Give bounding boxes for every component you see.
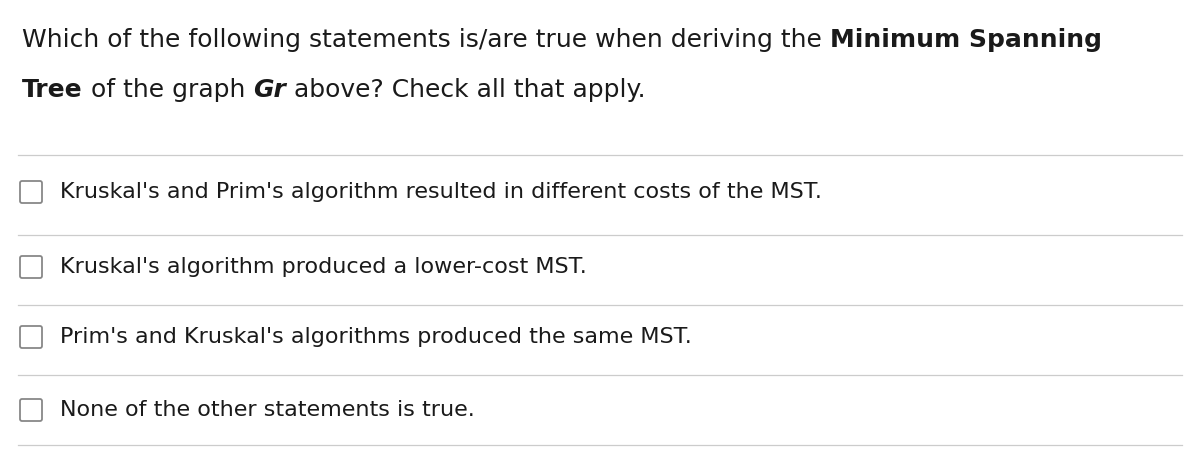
Text: Prim's and Kruskal's algorithms produced the same MST.: Prim's and Kruskal's algorithms produced…: [60, 327, 691, 347]
FancyBboxPatch shape: [20, 399, 42, 421]
Text: Which of the following statements is/are true when deriving the: Which of the following statements is/are…: [22, 28, 830, 52]
Text: of the graph: of the graph: [83, 78, 253, 102]
Text: Kruskal's algorithm produced a lower-cost MST.: Kruskal's algorithm produced a lower-cos…: [60, 257, 587, 277]
FancyBboxPatch shape: [20, 181, 42, 203]
Text: above? Check all that apply.: above? Check all that apply.: [286, 78, 646, 102]
FancyBboxPatch shape: [20, 326, 42, 348]
Text: Tree: Tree: [22, 78, 83, 102]
Text: Kruskal's and Prim's algorithm resulted in different costs of the MST.: Kruskal's and Prim's algorithm resulted …: [60, 182, 822, 202]
Text: Gr: Gr: [253, 78, 286, 102]
Text: None of the other statements is true.: None of the other statements is true.: [60, 400, 475, 420]
Text: Minimum Spanning: Minimum Spanning: [830, 28, 1102, 52]
FancyBboxPatch shape: [20, 256, 42, 278]
